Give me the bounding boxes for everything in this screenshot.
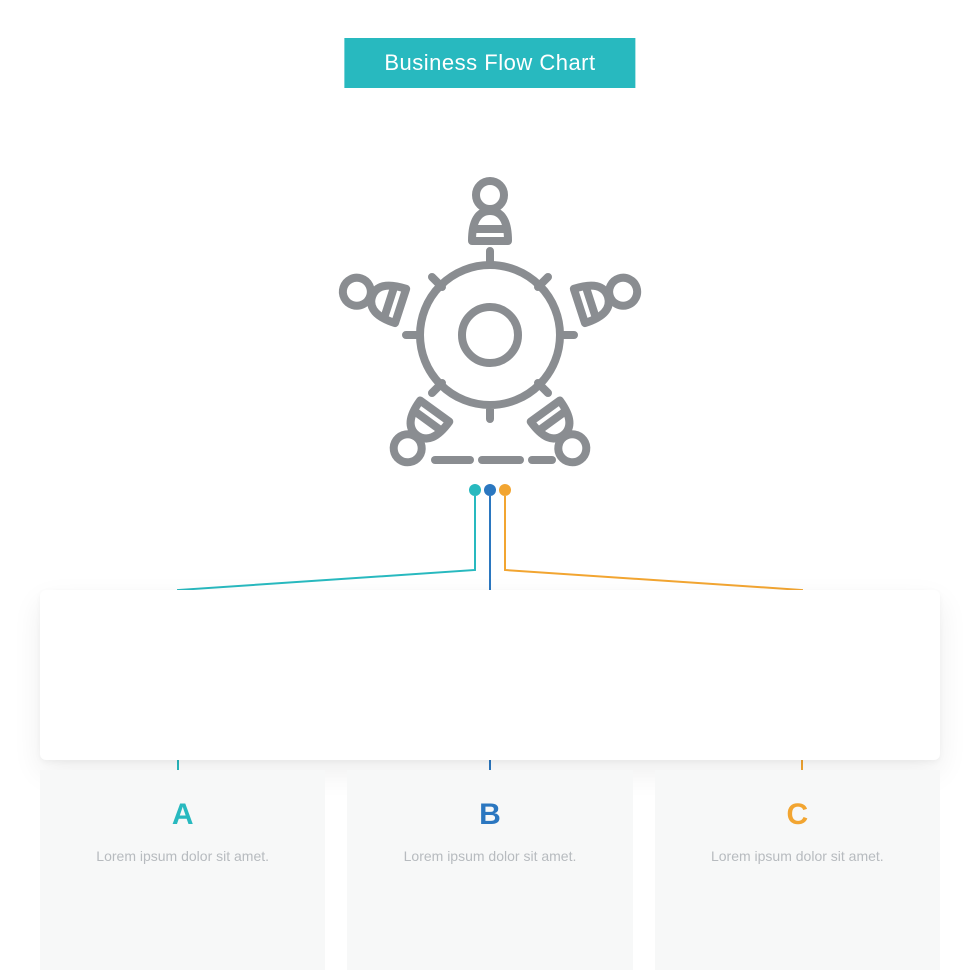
header-title: Business Flow Chart	[384, 50, 595, 75]
option-columns: A Lorem ipsum dolor sit amet. B Lorem ip…	[40, 770, 940, 970]
option-column-b: B Lorem ipsum dolor sit amet.	[347, 770, 632, 970]
option-letter: A	[58, 798, 307, 832]
option-body: Lorem ipsum dolor sit amet.	[58, 846, 307, 868]
option-column-a: A Lorem ipsum dolor sit amet.	[40, 770, 325, 970]
option-column-c: C Lorem ipsum dolor sit amet.	[655, 770, 940, 970]
option-letter: C	[673, 798, 922, 832]
option-body: Lorem ipsum dolor sit amet.	[673, 846, 922, 868]
option-body: Lorem ipsum dolor sit amet.	[365, 846, 614, 868]
header-band: Business Flow Chart	[344, 38, 635, 88]
teamwork-gear-icon	[320, 150, 660, 490]
option-letter: B	[365, 798, 614, 832]
raised-card	[40, 590, 940, 760]
